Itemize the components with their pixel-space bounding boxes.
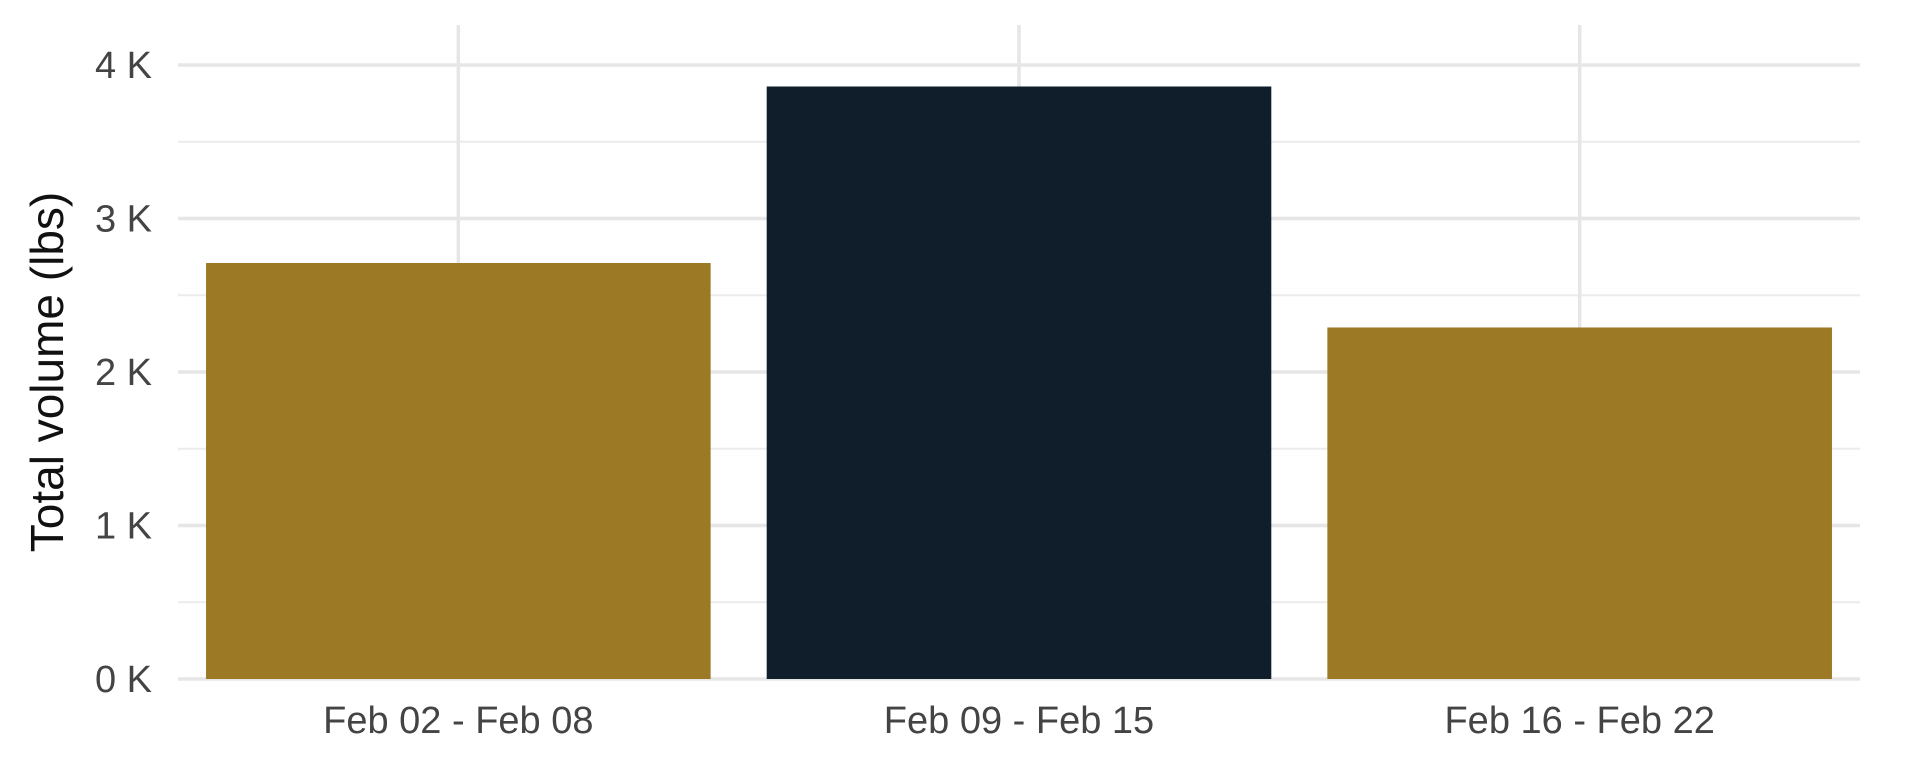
bar: [206, 263, 711, 679]
bar: [766, 86, 1272, 680]
y-tick-label: 3 K: [95, 199, 152, 241]
y-axis-ticks: 0 K 1 K 2 K 3 K 4 K: [95, 45, 152, 701]
y-tick-label: 0 K: [95, 659, 152, 701]
y-axis-title: Total volume (lbs): [21, 192, 73, 552]
x-tick-label: Feb 02 - Feb 08: [323, 700, 593, 742]
x-tick-label: Feb 09 - Feb 15: [884, 700, 1154, 742]
y-tick-label: 4 K: [95, 45, 152, 87]
x-tick-label: Feb 16 - Feb 22: [1444, 700, 1714, 742]
x-axis-ticks: Feb 02 - Feb 08 Feb 09 - Feb 15 Feb 16 - F…: [323, 700, 1715, 742]
bars: [206, 86, 1832, 680]
y-tick-label: 1 K: [95, 506, 152, 548]
bar: [1327, 327, 1832, 679]
y-tick-label: 2 K: [95, 352, 152, 394]
